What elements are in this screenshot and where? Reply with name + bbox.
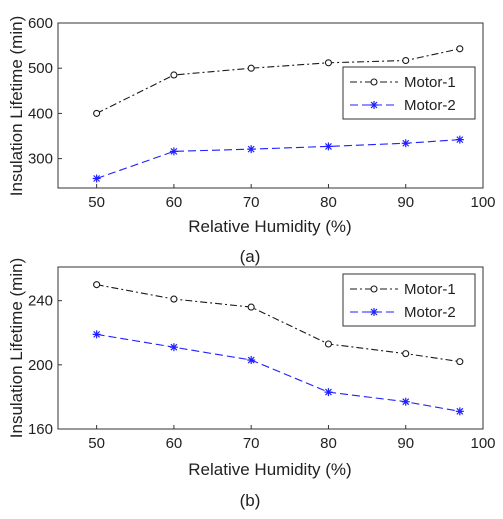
x-tick-label: 90 [397,194,414,211]
y-tick-label: 160 [28,421,53,438]
series-group-a [92,45,464,183]
y-tick-label: 240 [28,293,53,310]
data-point-motor-1 [93,109,101,117]
data-point-motor-1 [247,64,255,72]
x-tick-label: 80 [320,194,337,211]
data-point-motor-2 [92,174,101,183]
y-axis-label-a: Insulation Lifetime (min) [7,16,26,196]
legend-a: Motor-1 Motor-2 [342,66,476,120]
legend-label-motor-2: Motor-2 [404,304,456,321]
caption-b: (b) [240,491,261,510]
data-point-motor-1 [93,281,101,289]
legend-marker-motor-2 [370,101,378,109]
data-point-motor-1 [247,303,255,311]
legend-box-b [342,273,476,327]
data-point-motor-2 [92,330,101,339]
x-tick-label: 60 [166,194,183,211]
y-axis-label-b: Insulation Lifetime (min) [7,258,26,438]
data-point-motor-1 [170,295,178,303]
x-axis-label-a: Relative Humidity (%) [188,217,351,236]
legend-label-motor-1: Motor-1 [404,281,456,298]
data-point-motor-1 [456,358,464,366]
legend-marker-motor-2 [370,308,378,316]
y-axis-ticks-b: 160 200 240 [28,293,62,438]
x-axis-label-b: Relative Humidity (%) [188,460,351,479]
y-tick-label: 200 [28,357,53,374]
legend-box-a [342,66,476,120]
legend-b: Motor-1 Motor-2 [342,273,476,327]
series-line-motor-1 [96,284,460,363]
x-tick-label: 50 [88,435,105,452]
legend-label-motor-1: Motor-1 [404,74,456,91]
x-tick-label: 100 [470,435,495,452]
data-point-motor-2 [324,388,333,397]
x-tick-label: 60 [166,435,183,452]
series-line-motor-2 [96,139,460,180]
data-point-motor-2 [169,343,178,352]
series-group-b [92,281,464,416]
y-axis-ticks-a: 300 400 500 600 [28,15,62,168]
legend-marker-motor-1 [370,78,378,86]
plot-frame-b [57,266,484,430]
data-point-motor-2 [169,147,178,156]
data-point-motor-1 [402,56,410,65]
series-line-motor-1 [96,48,460,114]
data-point-motor-1 [324,59,333,67]
data-point-motor-1 [324,340,333,348]
caption-a: (a) [240,247,261,266]
data-point-motor-2 [455,135,464,144]
y-tick-label: 300 [28,151,53,168]
data-point-motor-2 [324,142,333,151]
data-point-motor-2 [401,139,410,148]
x-tick-label: 100 [470,194,495,211]
y-tick-label: 500 [28,60,53,77]
legend-label-motor-2: Motor-2 [404,97,456,114]
x-tick-label: 70 [243,435,260,452]
data-point-motor-2 [455,407,464,416]
x-axis-ticks-a: 50 60 70 80 90 100 [88,184,496,211]
data-point-motor-2 [401,397,410,406]
plot-frame-a [57,22,484,189]
x-tick-label: 80 [320,435,337,452]
x-axis-ticks-b: 50 60 70 80 90 100 [88,425,496,452]
series-line-motor-2 [96,333,460,412]
data-point-motor-2 [247,356,256,365]
data-point-motor-2 [247,145,256,154]
data-point-motor-1 [456,45,464,53]
x-tick-label: 50 [88,194,105,211]
x-tick-label: 90 [397,435,414,452]
data-point-motor-1 [170,71,178,79]
y-tick-label: 600 [28,15,53,32]
data-point-motor-1 [402,350,410,358]
y-tick-label: 400 [28,105,53,122]
x-tick-label: 70 [243,194,260,211]
chart-panel-b: 50 60 70 80 90 100 160 200 240 Motor-1 Motor-2 R… [7,258,496,510]
legend-marker-motor-1 [370,285,378,293]
